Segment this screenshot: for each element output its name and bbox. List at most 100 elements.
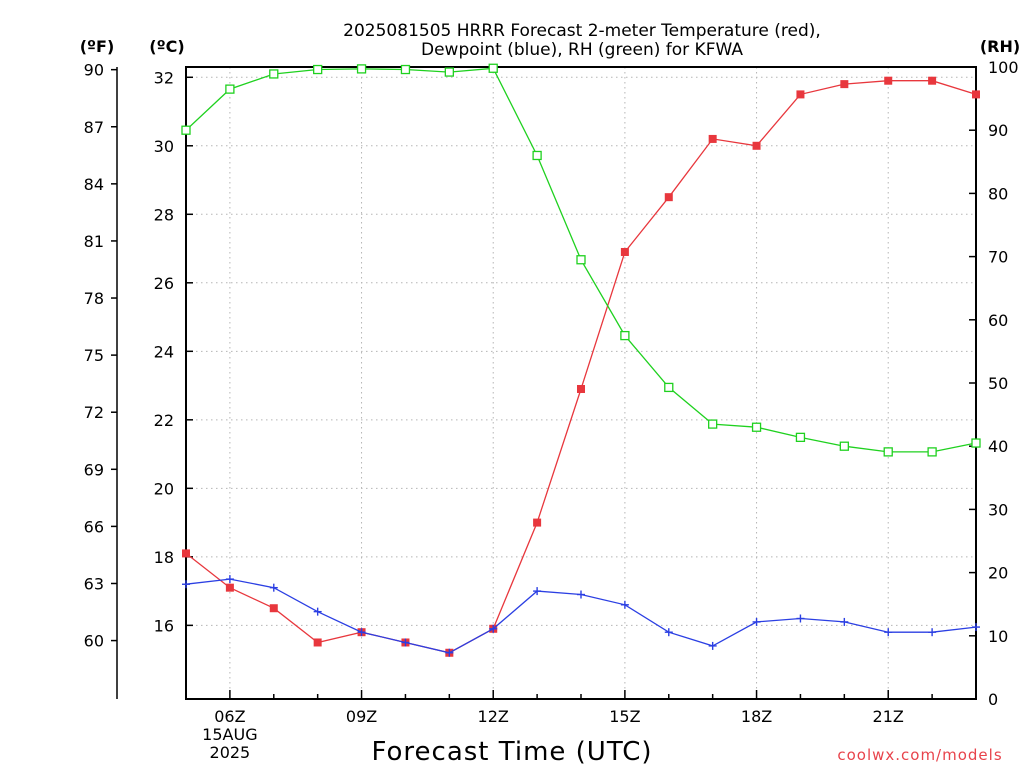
dewpoint-point — [489, 624, 498, 633]
rh-point — [356, 64, 367, 74]
x-tick-label: 09Z — [346, 707, 377, 726]
rh-point — [576, 255, 586, 265]
rh-point — [400, 64, 411, 75]
temperature-line — [185, 80, 977, 654]
rh-point — [181, 125, 191, 135]
celsius-tick-label: 16 — [154, 616, 174, 635]
temperature-point — [884, 76, 893, 85]
dewpoint-point — [269, 583, 278, 592]
rh-point — [795, 432, 806, 443]
chart-title-line-2: Dewpoint (blue), RH (green) for KFWA — [421, 40, 743, 60]
celsius-tick-label: 24 — [154, 342, 174, 361]
dewpoint-point — [884, 628, 893, 637]
celsius-tick-label: 18 — [154, 548, 174, 567]
fahrenheit-unit-label: (ºF) — [80, 37, 115, 56]
rh-tick-label: 0 — [988, 690, 998, 709]
dewpoint-point — [445, 648, 454, 657]
temperature-point — [269, 604, 278, 613]
temperature-point — [577, 384, 585, 393]
rh-tick-label: 60 — [988, 311, 1008, 330]
rh-point — [927, 447, 937, 457]
dewpoint-point — [620, 600, 629, 609]
rh-point — [444, 67, 454, 77]
plot-area — [181, 63, 981, 657]
rh-tick-label: 100 — [988, 58, 1019, 77]
dewpoint-point — [225, 575, 234, 584]
temperature-point — [708, 134, 717, 143]
temperature-point — [533, 518, 542, 527]
dewpoint-point — [752, 617, 761, 626]
fahrenheit-tick-label: 60 — [84, 632, 104, 651]
celsius-tick-label: 32 — [154, 68, 174, 87]
rh-point — [839, 441, 849, 451]
dewpoint-line — [185, 578, 977, 654]
dewpoint-point — [972, 623, 980, 632]
temperature-point — [313, 638, 322, 647]
rh-point — [971, 438, 981, 448]
rh-tick-label: 80 — [988, 184, 1008, 203]
rh-tick-label: 30 — [988, 500, 1008, 519]
rh-tick-label: 10 — [988, 627, 1008, 646]
temperature-point — [752, 141, 761, 150]
dewpoint-point — [840, 617, 849, 626]
fahrenheit-tick-label: 72 — [84, 403, 104, 422]
celsius-tick-label: 28 — [154, 205, 174, 224]
celsius-tick-label: 20 — [154, 479, 174, 498]
chart-title-line-1: 2025081505 HRRR Forecast 2-meter Tempera… — [343, 21, 821, 41]
rh-point — [269, 69, 279, 79]
fahrenheit-tick-label: 69 — [84, 460, 104, 479]
x-tick-label: 18Z — [741, 707, 772, 726]
fahrenheit-tick-label: 90 — [84, 61, 104, 80]
celsius-tick-label: 26 — [154, 274, 174, 293]
fahrenheit-tick-label: 75 — [84, 346, 104, 365]
dewpoint-point — [708, 641, 717, 650]
rh-tick-label: 50 — [988, 374, 1008, 393]
celsius-tick-label: 30 — [154, 137, 174, 156]
rh-tick-label: 90 — [988, 121, 1008, 140]
rh-point — [488, 63, 498, 73]
temperature-point — [620, 247, 629, 256]
celsius-unit-label: (ºC) — [149, 37, 184, 56]
rh-point — [620, 330, 630, 341]
x-tick-label: 12Z — [478, 707, 509, 726]
dewpoint-point — [401, 638, 410, 647]
x-axis-label: Forecast Time (UTC) — [371, 737, 652, 767]
x-tick-label: 06Z — [214, 707, 245, 726]
rh-unit-label: (RH) — [980, 37, 1020, 56]
fahrenheit-tick-label: 78 — [84, 289, 104, 308]
fahrenheit-tick-label: 87 — [84, 118, 104, 137]
temperature-point — [972, 90, 980, 99]
temperature-point — [664, 193, 673, 202]
x-tick-label: 15AUG — [202, 725, 257, 744]
rh-point — [708, 419, 718, 429]
rh-tick-label: 40 — [988, 437, 1008, 456]
rh-point — [532, 150, 542, 161]
fahrenheit-tick-label: 81 — [84, 232, 104, 251]
dewpoint-point — [313, 607, 322, 616]
dewpoint-point — [796, 614, 805, 623]
dewpoint-point — [664, 628, 673, 637]
x-tick-label: 2025 — [210, 743, 251, 762]
rh-point — [751, 422, 762, 432]
temperature-point — [225, 583, 234, 592]
credit-label: coolwx.com/models — [837, 746, 1002, 764]
temperature-point — [928, 76, 937, 85]
grid-lines — [186, 67, 976, 699]
celsius-tick-label: 22 — [154, 411, 174, 430]
dewpoint-point — [357, 628, 366, 637]
dewpoint-point — [928, 628, 937, 637]
dewpoint-point — [533, 587, 542, 596]
rh-point — [883, 447, 893, 457]
temperature-point — [182, 549, 190, 558]
temperature-point — [840, 80, 849, 89]
dewpoint-point — [182, 580, 190, 589]
fahrenheit-tick-label: 66 — [84, 517, 104, 536]
rh-tick-label: 70 — [988, 248, 1008, 267]
fahrenheit-tick-label: 63 — [84, 574, 104, 593]
rh-point — [225, 84, 235, 94]
dewpoint-point — [577, 590, 585, 599]
x-tick-label: 15Z — [609, 707, 640, 726]
x-tick-label: 21Z — [873, 707, 904, 726]
rh-point — [313, 64, 323, 75]
